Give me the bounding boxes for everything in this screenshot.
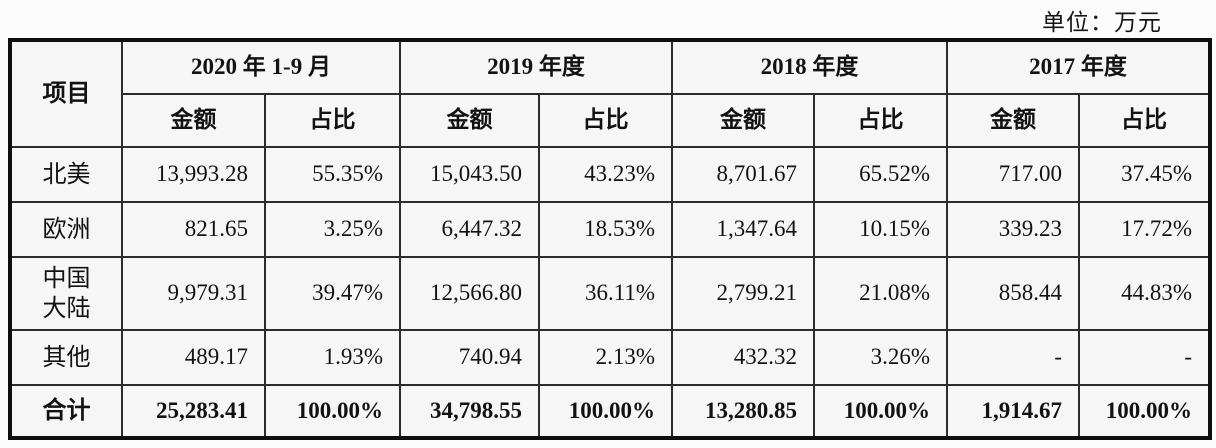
- ratio-cell: 43.23%: [538, 146, 674, 203]
- table-body: 北美 13,993.28 55.35% 15,043.50 43.23% 8,701.67…: [9, 146, 1212, 439]
- header-year-row: 项目 2020 年 1-9 月 2019 年度 2018 年度 2017 年度: [9, 39, 1212, 148]
- amount-cell: -: [946, 329, 1081, 386]
- col-header-amount-2019: 金额: [399, 93, 541, 148]
- col-header-ratio-2019: 占比: [538, 93, 674, 148]
- col-header-ratio-2020: 占比: [263, 93, 402, 148]
- col-header-amount-2017: 金额: [946, 93, 1081, 148]
- amount-cell: 9,979.31: [121, 256, 266, 331]
- ratio-cell: 55.35%: [263, 146, 402, 203]
- col-header-amount-2018: 金额: [671, 93, 816, 148]
- amount-cell: 821.65: [121, 201, 266, 258]
- amount-cell: 25,283.41: [121, 384, 266, 439]
- ratio-cell: 18.53%: [538, 201, 674, 258]
- ratio-cell: 17.72%: [1078, 201, 1212, 258]
- row-label: 合计: [9, 384, 123, 439]
- amount-cell: 6,447.32: [399, 201, 541, 258]
- ratio-cell: 39.47%: [263, 256, 402, 331]
- table-row: 北美 13,993.28 55.35% 15,043.50 43.23% 8,701.67…: [9, 146, 1212, 203]
- ratio-cell: 65.52%: [813, 146, 949, 203]
- ratio-cell: 37.45%: [1078, 146, 1212, 203]
- amount-cell: 12,566.80: [399, 256, 541, 331]
- header-sub-row: 金额 占比 金额 占比 金额 占比 金额 占比: [10, 93, 1212, 148]
- col-header-ratio-2018: 占比: [813, 93, 949, 148]
- ratio-cell: 3.26%: [813, 329, 949, 386]
- ratio-cell: 100.00%: [538, 384, 674, 439]
- amount-cell: 740.94: [399, 329, 541, 386]
- amount-cell: 432.32: [671, 329, 816, 386]
- amount-cell: 339.23: [946, 201, 1081, 258]
- col-header-period-2017: 2017 年度: [946, 39, 1212, 95]
- revenue-by-region-table: 项目 2020 年 1-9 月 2019 年度 2018 年度 2017 年度 …: [8, 38, 1213, 440]
- amount-cell: 1,914.67: [946, 384, 1081, 439]
- amount-cell: 8,701.67: [671, 146, 816, 203]
- row-label: 欧洲: [9, 201, 123, 258]
- ratio-cell: 100.00%: [1078, 384, 1212, 439]
- unit-label: 单位：万元: [1042, 10, 1162, 35]
- row-label: 其他: [9, 329, 123, 386]
- ratio-cell: -: [1078, 329, 1212, 386]
- col-header-period-2019: 2019 年度: [399, 39, 674, 95]
- ratio-cell: 2.13%: [538, 329, 674, 386]
- col-header-amount-2020: 金额: [121, 93, 266, 148]
- amount-cell: 2,799.21: [671, 256, 816, 331]
- ratio-cell: 100.00%: [263, 384, 402, 439]
- amount-cell: 1,347.64: [671, 201, 816, 258]
- ratio-cell: 10.15%: [813, 201, 949, 258]
- amount-cell: 717.00: [946, 146, 1081, 203]
- amount-cell: 13,280.85: [671, 384, 816, 439]
- amount-cell: 489.17: [121, 329, 266, 386]
- col-header-period-2020: 2020 年 1-9 月: [120, 39, 402, 95]
- ratio-cell: 3.25%: [263, 201, 402, 258]
- amount-cell: 15,043.50: [399, 146, 541, 203]
- ratio-cell: 21.08%: [813, 256, 949, 331]
- amount-cell: 858.44: [946, 256, 1081, 331]
- col-header-period-2018: 2018 年度: [671, 39, 949, 95]
- table-row: 欧洲 821.65 3.25% 6,447.32 18.53% 1,347.64 10.15…: [9, 201, 1212, 258]
- table-header: 项目 2020 年 1-9 月 2019 年度 2018 年度 2017 年度 …: [9, 39, 1212, 148]
- amount-cell: 34,798.55: [399, 384, 541, 439]
- row-label: 北美: [9, 146, 123, 203]
- ratio-cell: 44.83%: [1078, 256, 1212, 331]
- table-total-row: 合计 25,283.41 100.00% 34,798.55 100.00% 13,280…: [9, 384, 1212, 439]
- ratio-cell: 1.93%: [263, 329, 402, 386]
- table-row: 其他 489.17 1.93% 740.94 2.13% 432.32 3.26% - -: [9, 329, 1212, 386]
- col-header-item: 项目: [9, 39, 123, 148]
- ratio-cell: 36.11%: [538, 256, 674, 331]
- ratio-cell: 100.00%: [813, 384, 949, 439]
- table-row: 中国大陆 9,979.31 39.47% 12,566.80 36.11% 2,799.2…: [9, 256, 1212, 331]
- amount-cell: 13,993.28: [121, 146, 266, 203]
- col-header-ratio-2017: 占比: [1078, 93, 1212, 148]
- row-label: 中国大陆: [9, 256, 123, 331]
